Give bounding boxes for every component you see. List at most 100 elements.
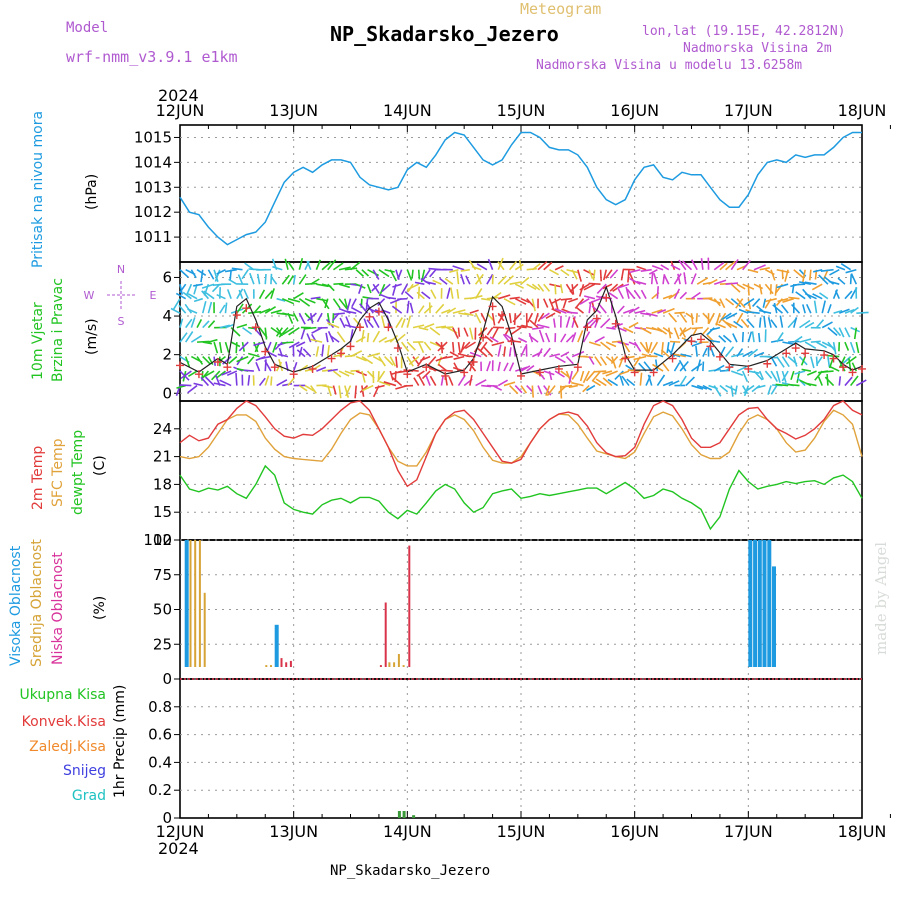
wind-arrow — [400, 283, 409, 295]
wind-arrow — [602, 283, 613, 290]
wind-arrow — [791, 303, 801, 314]
wind-arrow — [543, 298, 549, 308]
wind-arrow — [660, 349, 670, 358]
wind-arrow — [670, 341, 676, 353]
wind-arrow — [406, 341, 416, 351]
wind-arrow — [528, 334, 539, 343]
wind-arrow — [249, 272, 255, 285]
wind-arrow — [565, 316, 571, 328]
wind-arrow — [725, 298, 735, 306]
wind-arrow — [457, 342, 461, 354]
x-tick-label-bottom: 15JUN — [497, 822, 546, 841]
wind-arrow — [588, 356, 595, 365]
wind-arrow — [619, 370, 630, 376]
y-tick-label: 15 — [153, 503, 172, 521]
wind-arrow — [650, 271, 654, 285]
wind-arrow — [724, 346, 735, 358]
wind-arrow — [633, 355, 647, 361]
wind-arrow — [571, 332, 577, 343]
wind-arrow — [338, 298, 348, 309]
wind-arrow — [822, 269, 829, 282]
wind-arrow — [361, 329, 365, 343]
wind-arrow — [811, 283, 823, 291]
wind-arrow — [446, 287, 451, 299]
wind-arrow — [593, 370, 607, 373]
wind-arrow — [363, 318, 369, 328]
pressure-axis-title: Pritisak na nivou mora — [30, 111, 46, 268]
wind-arrow — [417, 286, 420, 299]
wind-arrow — [582, 331, 591, 343]
wind-arrow — [461, 341, 471, 351]
wind-arrow — [855, 341, 860, 354]
y-tick-label: 24 — [153, 420, 172, 438]
temp-2m-line — [179, 400, 863, 488]
wind-arrow — [845, 355, 857, 365]
wind-arrow — [427, 356, 437, 366]
wind-arrow — [327, 368, 338, 372]
wind-gust-marker — [668, 354, 677, 363]
wind-arrow — [316, 366, 327, 372]
wind-arrow — [764, 370, 773, 379]
wind-arrow — [568, 384, 578, 389]
wind-arrow — [606, 326, 616, 330]
wind-arrow — [781, 356, 790, 368]
wind-arrow — [719, 262, 728, 271]
wind-arrow — [673, 353, 686, 358]
wind-arrow — [185, 331, 194, 343]
wind-arrow — [338, 385, 342, 399]
wind-arrow — [828, 280, 840, 285]
wind-arrow — [583, 283, 596, 291]
wind-arrow — [713, 385, 722, 397]
wind-arrow — [185, 283, 193, 296]
wind-arrow — [674, 311, 685, 314]
y-tick-label: 1013 — [134, 178, 172, 196]
wind-arrow — [832, 327, 842, 337]
wind-arrow — [255, 361, 261, 372]
wind-arrow — [395, 317, 403, 329]
wind-arrow — [758, 332, 761, 343]
wind-arrow — [520, 345, 527, 357]
wind-arrow — [497, 261, 505, 271]
cloud-bar — [274, 624, 279, 667]
cloud-bar — [388, 662, 391, 667]
wind-arrow — [696, 359, 702, 372]
wind-arrow — [276, 297, 286, 302]
temp-unit: (C) — [92, 455, 108, 476]
wind-arrow — [730, 258, 739, 271]
wind-arrow — [180, 370, 192, 380]
wind-arrow — [460, 273, 465, 285]
wind-arrow — [531, 263, 541, 271]
wind-gust-marker — [592, 314, 601, 323]
wind-arrow — [187, 293, 198, 300]
wind-arrow — [782, 297, 795, 303]
wind-arrow — [235, 342, 238, 354]
wind-arrow — [594, 336, 605, 343]
wind-arrow — [401, 341, 410, 352]
wind-arrow — [833, 309, 843, 314]
wind-arrow — [277, 353, 289, 358]
wind-arrow — [605, 370, 618, 377]
wind-arrow — [850, 273, 858, 285]
precip-axis-title: 1hr Precip (mm) — [112, 685, 128, 798]
wind-arrow — [508, 313, 512, 324]
wind-arrow — [316, 312, 323, 323]
wind-arrow — [464, 341, 476, 350]
cloud-bar — [203, 592, 206, 667]
wind-arrow — [775, 370, 781, 383]
wind-arrow — [503, 362, 509, 372]
wind-arrow — [713, 262, 725, 271]
precip-legend-item: Grad — [72, 788, 106, 804]
wind-arrow — [829, 269, 840, 276]
wind-arrow — [765, 297, 777, 303]
wind-arrow — [187, 370, 198, 377]
wind-arrow — [179, 283, 187, 293]
wind-gust-marker — [602, 293, 611, 302]
wind-arrow — [795, 291, 806, 300]
wind-arrow — [679, 312, 688, 323]
wind-arrow — [480, 312, 487, 323]
wind-arrow — [406, 300, 410, 314]
wind-arrow — [625, 286, 630, 299]
wind-arrow — [531, 298, 536, 312]
wind-arrow — [813, 300, 818, 314]
wind-arrow — [536, 323, 550, 329]
